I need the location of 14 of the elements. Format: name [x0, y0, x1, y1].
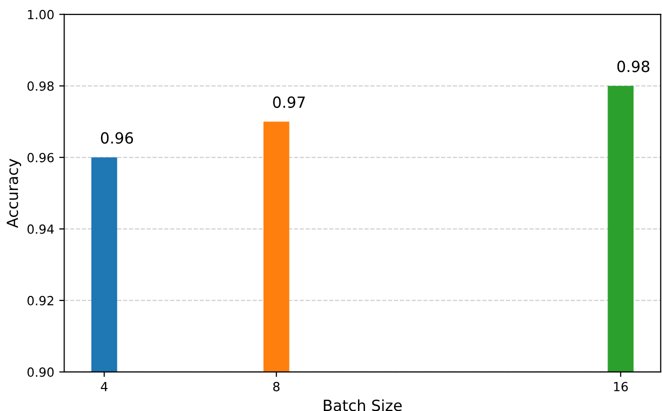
x-axis-title: Batch Size [324, 399, 402, 411]
x-tick-label: 4 [100, 382, 108, 392]
data-label: 0.98 [617, 60, 650, 72]
y-tick-label: 0.90 [27, 367, 54, 377]
y-tick-label: 0.96 [27, 152, 54, 162]
y-axis-title: Accuracy [6, 158, 22, 228]
y-tick-label: 1.00 [28, 10, 54, 20]
x-tick-label: 8 [273, 382, 280, 392]
y-tick-label: 0.94 [27, 224, 54, 234]
data-label: 0.96 [100, 132, 133, 144]
y-tick-label: 0.92 [27, 296, 54, 306]
y-tick-label: 0.98 [27, 81, 54, 91]
x-tick-label: 16 [614, 382, 628, 392]
data-label: 0.97 [273, 96, 305, 108]
